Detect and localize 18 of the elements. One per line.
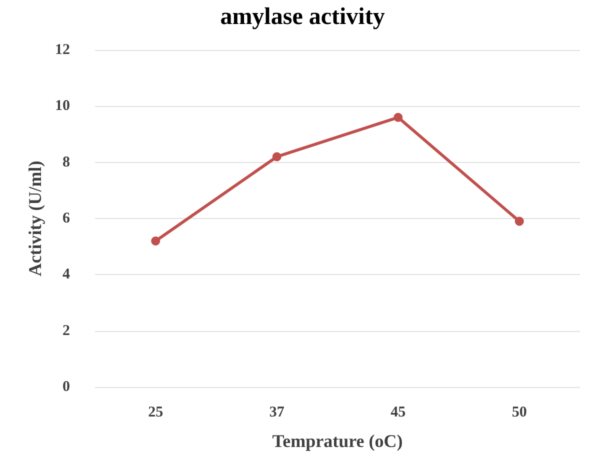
y-tick-label: 4 — [62, 266, 70, 283]
x-tick-label: 37 — [269, 404, 285, 420]
y-tick-label: 12 — [55, 42, 70, 58]
point — [272, 152, 282, 162]
y-tick-label: 10 — [55, 98, 70, 114]
chart-title: amylase activity — [220, 4, 385, 30]
x-tick-label: 25 — [148, 404, 164, 420]
point — [514, 216, 524, 226]
y-tick-label: 6 — [62, 210, 70, 226]
y-tick-label: 8 — [62, 154, 70, 170]
x-tick-label: 45 — [390, 404, 406, 420]
point — [151, 236, 160, 246]
point — [394, 112, 403, 122]
x-axis-title: Temprature (oC) — [272, 431, 403, 451]
x-tick-label: 50 — [512, 404, 527, 420]
y-tick-label: 2 — [62, 322, 70, 339]
y-tick-label: 0 — [62, 379, 70, 395]
y-axis-title: Activity (U/ml) — [25, 160, 46, 276]
